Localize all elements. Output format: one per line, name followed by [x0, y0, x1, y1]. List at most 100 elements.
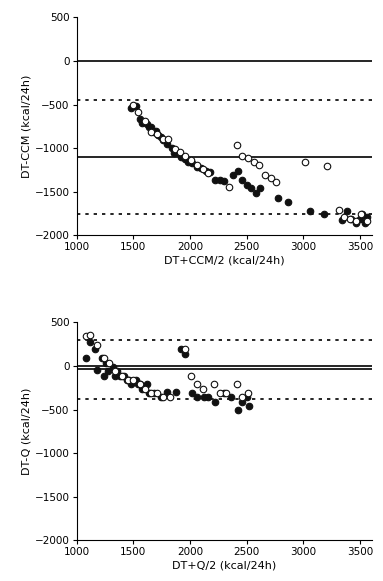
- Point: [205, 393, 211, 402]
- Point: [289, 236, 295, 245]
- Point: [189, 159, 195, 168]
- Point: [165, 134, 172, 144]
- Point: [121, 371, 127, 381]
- Point: [244, 180, 250, 189]
- Point: [221, 389, 227, 398]
- Point: [135, 108, 141, 117]
- Point: [301, 157, 308, 167]
- X-axis label: DT+Q/2 (kcal/24h): DT+Q/2 (kcal/24h): [172, 560, 276, 570]
- Point: [200, 164, 206, 174]
- Point: [347, 214, 353, 224]
- Point: [198, 164, 205, 173]
- Point: [235, 406, 241, 415]
- Point: [267, 173, 273, 182]
- Y-axis label: DT-CCM (kcal/24h): DT-CCM (kcal/24h): [22, 75, 32, 178]
- Point: [169, 144, 175, 153]
- Point: [87, 337, 93, 346]
- Point: [148, 389, 154, 398]
- Point: [194, 380, 200, 389]
- Point: [171, 149, 177, 158]
- Point: [103, 358, 109, 367]
- Point: [357, 214, 363, 224]
- Point: [245, 389, 251, 398]
- Point: [126, 375, 132, 385]
- Point: [211, 380, 217, 389]
- Point: [94, 340, 100, 350]
- Point: [216, 389, 223, 398]
- Point: [245, 153, 251, 163]
- Point: [182, 345, 188, 354]
- Point: [87, 330, 93, 339]
- Point: [324, 162, 330, 171]
- Point: [157, 393, 164, 402]
- Point: [112, 367, 118, 376]
- Point: [146, 389, 152, 398]
- Point: [164, 388, 170, 397]
- Point: [348, 214, 354, 224]
- Point: [110, 363, 116, 372]
- Point: [207, 167, 213, 177]
- Point: [262, 171, 268, 180]
- Point: [137, 380, 143, 389]
- Point: [115, 367, 121, 376]
- Point: [344, 206, 350, 216]
- Point: [144, 380, 150, 389]
- Point: [130, 375, 136, 385]
- Point: [273, 178, 279, 187]
- Point: [221, 177, 227, 186]
- Point: [362, 218, 368, 228]
- Point: [239, 152, 245, 161]
- Point: [341, 213, 347, 222]
- Point: [182, 349, 188, 358]
- Point: [154, 130, 160, 139]
- Point: [212, 397, 218, 407]
- Point: [239, 393, 245, 402]
- Point: [257, 184, 264, 193]
- Point: [101, 371, 107, 381]
- Point: [123, 375, 129, 385]
- Point: [137, 380, 143, 389]
- Point: [92, 345, 98, 354]
- Point: [359, 210, 365, 219]
- Point: [164, 139, 170, 149]
- Point: [139, 119, 146, 128]
- Point: [151, 389, 157, 398]
- Point: [364, 213, 370, 222]
- Point: [246, 401, 252, 411]
- Point: [194, 393, 200, 402]
- Point: [148, 123, 154, 132]
- Point: [167, 393, 173, 402]
- Point: [148, 127, 154, 137]
- Point: [144, 119, 150, 128]
- Point: [119, 371, 125, 381]
- Point: [364, 217, 370, 226]
- Point: [101, 353, 107, 363]
- Point: [135, 380, 141, 389]
- Point: [182, 152, 188, 161]
- Point: [160, 393, 166, 402]
- Point: [203, 166, 209, 175]
- Point: [244, 393, 250, 402]
- Point: [234, 380, 240, 389]
- Point: [178, 152, 184, 162]
- Point: [128, 103, 134, 113]
- Point: [112, 371, 118, 381]
- Point: [253, 188, 259, 198]
- Point: [188, 371, 194, 381]
- Point: [133, 102, 139, 111]
- Point: [205, 169, 211, 178]
- Point: [146, 123, 152, 132]
- Point: [117, 371, 123, 381]
- Point: [256, 160, 262, 170]
- Point: [142, 384, 148, 393]
- Point: [178, 345, 184, 354]
- Point: [339, 215, 345, 224]
- Point: [173, 388, 180, 397]
- Point: [230, 171, 236, 180]
- Point: [157, 132, 164, 142]
- Point: [212, 175, 218, 184]
- Point: [154, 389, 160, 398]
- Point: [130, 101, 136, 110]
- Point: [250, 157, 257, 167]
- Point: [160, 135, 166, 144]
